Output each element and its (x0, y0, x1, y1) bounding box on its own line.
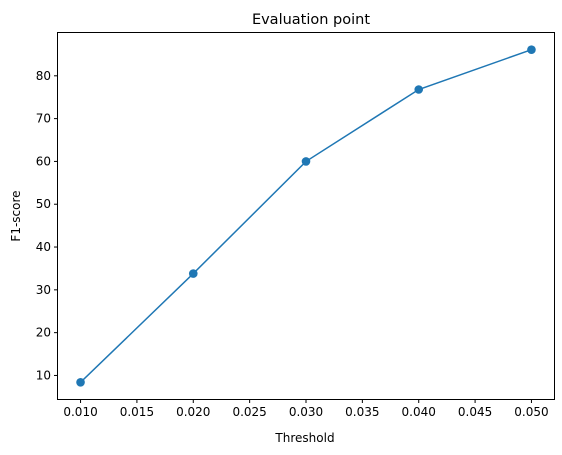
x-tick-label: 0.040 (402, 405, 436, 419)
x-axis-label: Threshold (274, 431, 334, 445)
x-tick-label: 0.025 (232, 405, 266, 419)
chart-title: Evaluation point (252, 12, 370, 28)
y-axis: 10 20 30 40 50 60 70 80 (36, 69, 58, 382)
data-point (188, 269, 198, 278)
x-tick-label: 0.020 (176, 405, 210, 419)
y-tick-label: 60 (36, 154, 51, 168)
y-tick-label: 20 (36, 326, 51, 340)
y-tick-label: 50 (36, 197, 51, 211)
series-line (80, 48, 532, 383)
y-tick-label: 70 (36, 112, 51, 126)
data-point (76, 378, 85, 387)
data-point (301, 157, 311, 166)
x-tick-label: 0.010 (63, 405, 97, 419)
y-tick-label: 40 (36, 240, 51, 254)
data-point (527, 45, 536, 54)
series-layer (76, 45, 536, 387)
plot-frame (57, 32, 555, 400)
y-tick-label: 30 (36, 283, 51, 297)
x-tick-label: 0.015 (120, 405, 154, 419)
y-axis-label: F1-score (9, 190, 23, 241)
x-tick-label: 0.050 (514, 405, 548, 419)
data-point (414, 85, 424, 94)
y-tick-label: 80 (36, 69, 51, 83)
y-tick-label: 10 (36, 368, 51, 382)
x-axis: 0.010 0.015 0.020 0.025 0.030 0.035 0.040 0.045… (63, 399, 549, 419)
x-tick-label: 0.030 (289, 405, 323, 419)
x-tick-label: 0.045 (458, 405, 492, 419)
x-tick-label: 0.035 (345, 405, 379, 419)
